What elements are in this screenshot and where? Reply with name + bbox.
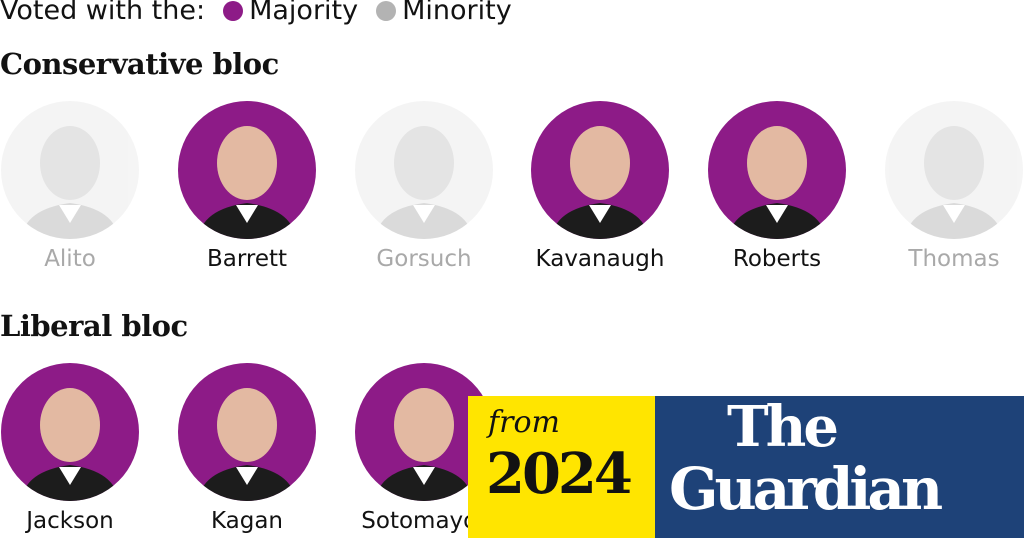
conservative-bloc-heading: Conservative bloc xyxy=(0,47,279,81)
liberal-bloc-heading: Liberal bloc xyxy=(0,309,188,343)
promo-year-panel: from 2024 xyxy=(468,396,655,538)
logo-line1: The xyxy=(727,394,839,460)
promo-from: from xyxy=(488,405,560,440)
portrait xyxy=(885,101,1023,239)
portrait xyxy=(1,101,139,239)
justice-gorsuch: Gorsuch xyxy=(354,101,494,273)
logo-line2: Guardian xyxy=(669,455,943,523)
justice-name: Roberts xyxy=(732,246,822,272)
justice-name: Kagan xyxy=(210,508,284,534)
person-icon xyxy=(551,126,649,239)
legend: Voted with the: Majority Minority xyxy=(0,0,512,28)
portrait xyxy=(531,101,669,239)
justice-name: Barrett xyxy=(206,246,288,272)
portrait xyxy=(1,363,139,501)
legend-label: Voted with the: xyxy=(0,0,206,26)
legend-minority: Minority xyxy=(402,0,512,26)
minority-dot-icon xyxy=(376,1,397,21)
justice-alito: Alito xyxy=(0,101,140,273)
justice-kavanaugh: Kavanaugh xyxy=(530,101,670,273)
justice-name: Gorsuch xyxy=(376,246,472,272)
promo-year: 2024 xyxy=(486,441,633,507)
person-icon xyxy=(375,126,473,239)
person-icon xyxy=(198,388,296,501)
legend-majority: Majority xyxy=(249,0,359,26)
justice-name: Alito xyxy=(44,246,96,272)
guardian-logo: The Guardian xyxy=(655,396,1024,538)
majority-dot-icon xyxy=(223,1,244,21)
justice-name: Sotomayor xyxy=(361,508,487,534)
justice-thomas: Thomas xyxy=(884,101,1024,273)
person-icon xyxy=(728,126,826,239)
portrait xyxy=(708,101,846,239)
person-icon xyxy=(198,126,296,239)
portrait xyxy=(178,101,316,239)
portrait xyxy=(355,101,493,239)
person-icon xyxy=(375,388,473,501)
justice-barrett: Barrett xyxy=(177,101,317,273)
person-icon xyxy=(21,388,119,501)
guardian-promo-banner: from 2024 The Guardian xyxy=(468,396,1024,538)
justice-name: Thomas xyxy=(908,246,1000,272)
person-icon xyxy=(21,126,119,239)
justice-name: Jackson xyxy=(26,508,114,534)
justice-roberts: Roberts xyxy=(707,101,847,273)
justice-kagan: Kagan xyxy=(177,363,317,535)
justice-jackson: Jackson xyxy=(0,363,140,535)
justice-name: Kavanaugh xyxy=(535,246,665,272)
person-icon xyxy=(905,126,1003,239)
portrait xyxy=(178,363,316,501)
